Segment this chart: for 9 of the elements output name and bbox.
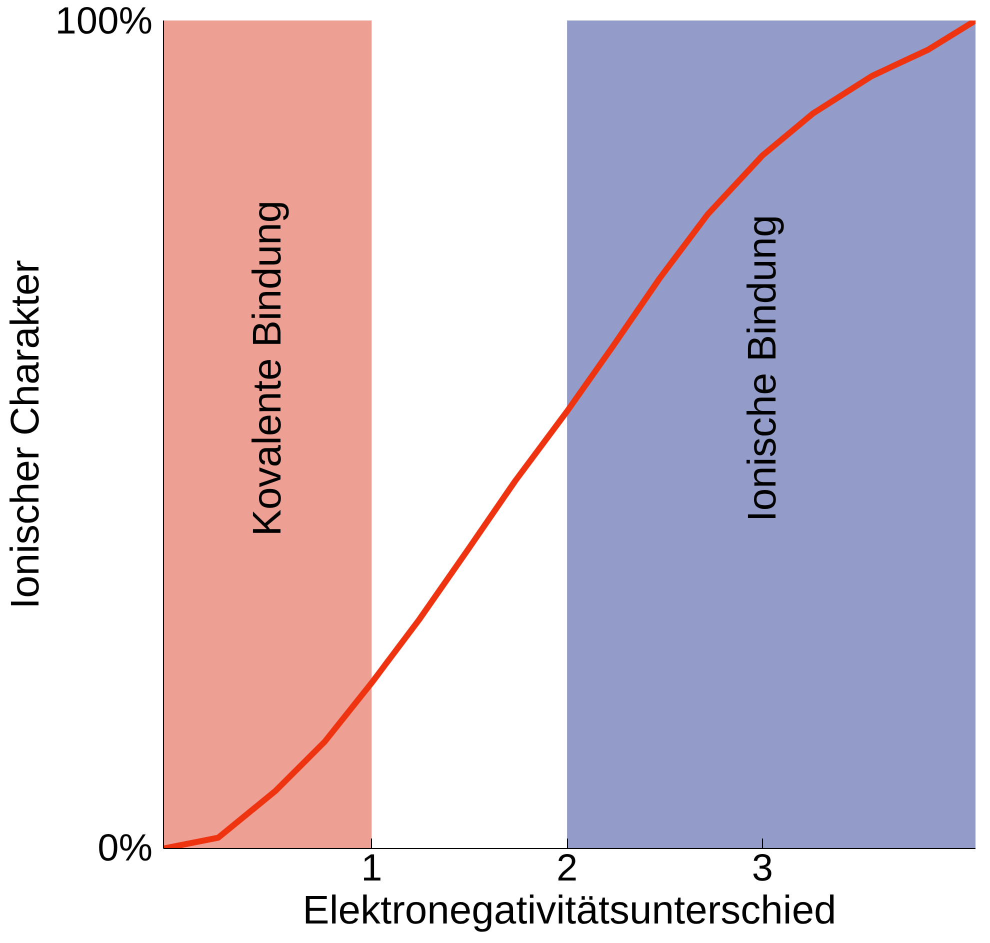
band-label: Kovalente Bindung [246, 200, 290, 536]
y-axis-title: Ionischer Charakter [3, 260, 48, 610]
y-tick-label: 0% [98, 828, 152, 870]
x-axis-title: Elektronegativitätsunterschied [302, 888, 836, 932]
y-tick-label: 100% [55, 0, 153, 42]
x-tick-label: 3 [752, 848, 774, 890]
band-label: Ionische Bindung [740, 214, 784, 522]
x-tick-label: 2 [556, 848, 578, 890]
x-tick-label: 1 [361, 848, 382, 890]
